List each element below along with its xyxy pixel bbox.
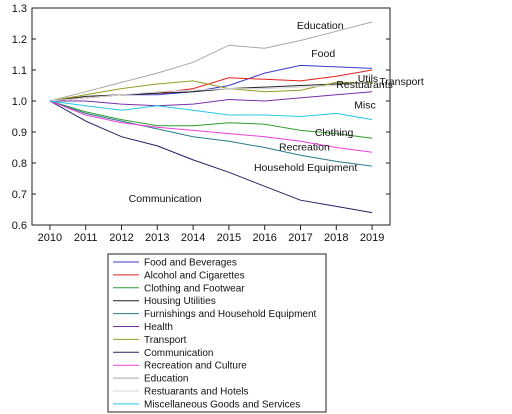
x-tick-label: 2017 xyxy=(288,232,312,244)
legend-label: Recreation and Culture xyxy=(144,361,247,372)
series-line-11 xyxy=(49,100,373,121)
legend-label: Communication xyxy=(144,348,213,359)
legend-label: Health xyxy=(144,322,173,333)
x-tick-label: 2010 xyxy=(38,232,62,244)
x-tick-label: 2011 xyxy=(74,232,98,244)
series-line-5 xyxy=(49,91,373,107)
legend-label: Education xyxy=(144,374,188,385)
annotation-label: Communication xyxy=(129,193,202,205)
annotation-label: Recreation xyxy=(279,142,330,154)
series-line-9 xyxy=(49,21,373,102)
y-tick-label: 0.9 xyxy=(12,127,27,139)
x-tick-label: 2015 xyxy=(217,232,241,244)
legend-label: Miscellaneous Goods and Services xyxy=(144,399,300,410)
annotation-label: Restuarants xyxy=(336,79,393,91)
annotation-label: Education xyxy=(297,20,344,32)
y-tick-label: 1.1 xyxy=(12,65,27,77)
y-tick-label: 0.6 xyxy=(12,220,27,232)
x-tick-label: 2019 xyxy=(360,232,384,244)
annotation-label: Utils xyxy=(358,73,378,85)
legend-label: Clothing and Footwear xyxy=(144,283,245,294)
plot-frame xyxy=(31,7,391,226)
legend-label: Food and Beverages xyxy=(144,258,237,269)
annotation-label: Food xyxy=(311,48,335,60)
legend-box xyxy=(107,253,327,413)
legend-label: Transport xyxy=(144,335,187,346)
y-axis: 0.6 0.7 0.8 0.9 1.0 1.1 1.2 1.3 xyxy=(12,3,390,232)
series-line-3 xyxy=(49,81,373,102)
x-axis: 2010 2011 2012 2013 2014 2015 2016 2017 2018 2019 xyxy=(32,224,390,244)
y-tick-label: 1.0 xyxy=(12,96,27,108)
legend-label: Furnishings and Household Equipment xyxy=(144,309,317,320)
series-lines xyxy=(49,21,373,214)
x-tick-label: 2012 xyxy=(109,232,133,244)
x-tick-label: 2016 xyxy=(252,232,276,244)
x-tick-label: 2014 xyxy=(181,232,205,244)
series-line-10 xyxy=(49,80,373,102)
annotation-label: Transport xyxy=(379,76,424,88)
y-tick-label: 1.2 xyxy=(12,34,27,46)
annotation-label: Household Equipment xyxy=(254,162,357,174)
legend-label: Housing Utilities xyxy=(144,296,216,307)
annotation-label: Clothing xyxy=(315,127,354,139)
legend-label: Alcohol and Cigarettes xyxy=(144,270,245,281)
series-line-4 xyxy=(49,100,373,167)
series-line-8 xyxy=(49,100,373,153)
x-tick-label: 2018 xyxy=(324,232,348,244)
y-tick-label: 0.8 xyxy=(12,158,27,170)
y-tick-label: 1.3 xyxy=(12,3,27,15)
series-line-2 xyxy=(49,100,373,139)
annotation-label: Misc xyxy=(354,100,376,112)
legend-label: Restuarants and Hotels xyxy=(144,387,249,398)
x-tick-label: 2013 xyxy=(145,232,169,244)
series-line-7 xyxy=(49,100,373,214)
y-tick-label: 0.7 xyxy=(12,189,27,201)
